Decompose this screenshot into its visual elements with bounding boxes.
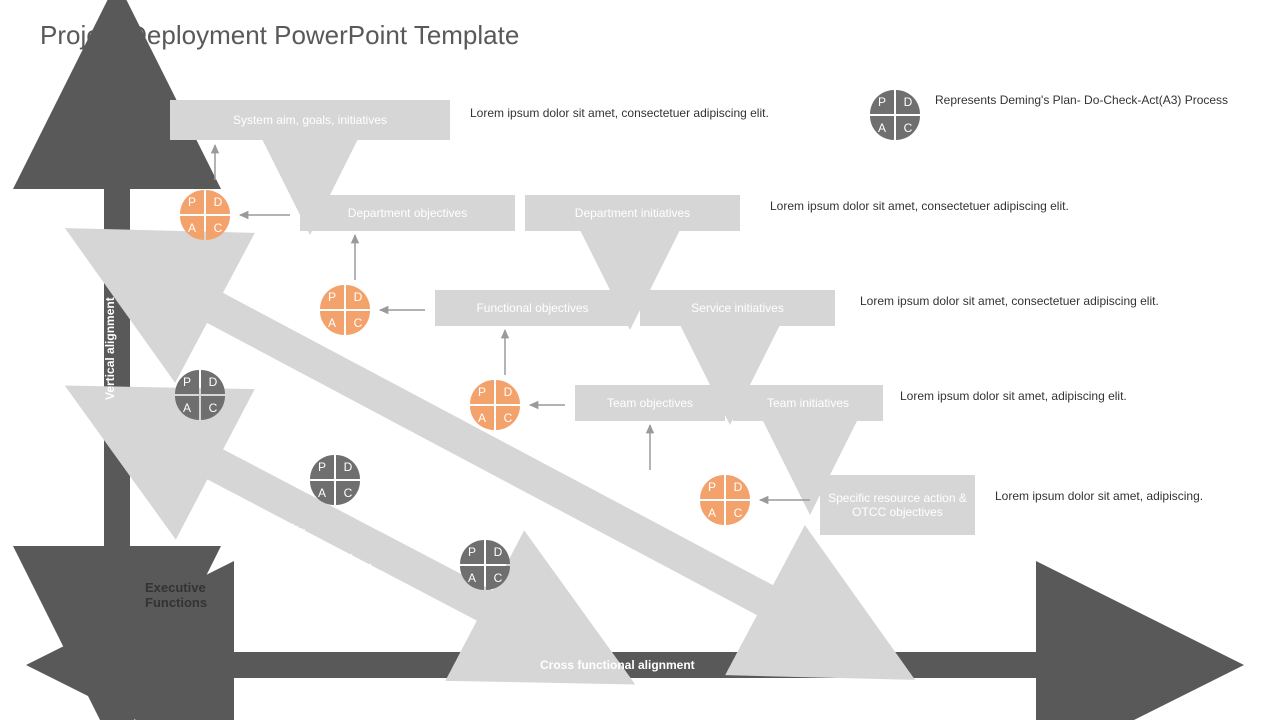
pdca-icon: PDAC [700, 475, 750, 525]
pdca-icon: PDAC [870, 90, 920, 140]
box-func-obj: Functional objectives [435, 290, 630, 326]
box-team-init: Team initiatives [733, 385, 883, 421]
vertical-axis-label: Vertical alignment [103, 297, 117, 400]
pdca-icon: PDAC [175, 370, 225, 420]
horizontal-axis-label: Cross functional alignment [540, 658, 695, 672]
desc-func: Lorem ipsum dolor sit amet, consectetuer… [860, 293, 1250, 309]
pdca-icon: PDAC [310, 455, 360, 505]
box-dept-obj: Department objectives [300, 195, 515, 231]
diagonal-label-1: What must be done [287, 521, 392, 585]
box-system: System aim, goals, initiatives [170, 100, 450, 140]
diagonal-label-0: How it will get done [377, 421, 482, 486]
pdca-icon: PDAC [470, 380, 520, 430]
box-dept-init: Department initiatives [525, 195, 740, 231]
page-title: Project Deployment PowerPoint Template [40, 20, 519, 51]
pdca-icon: PDAC [460, 540, 510, 590]
box-team-obj: Team objectives [575, 385, 725, 421]
pdca-icon: PDAC [320, 285, 370, 335]
legend-text: Represents Deming's Plan- Do-Check-Act(A… [935, 92, 1235, 108]
desc-resource: Lorem ipsum dolor sit amet, adipiscing. [995, 488, 1225, 504]
desc-dept: Lorem ipsum dolor sit amet, consectetuer… [770, 198, 1160, 214]
desc-team: Lorem ipsum dolor sit amet, adipiscing e… [900, 388, 1200, 404]
box-svc-init: Service initiatives [640, 290, 835, 326]
pdca-icon: PDAC [180, 190, 230, 240]
executive-functions-label: Executive Functions [145, 580, 245, 610]
box-resource: Specific resource action & OTCC objectiv… [820, 475, 975, 535]
desc-system: Lorem ipsum dolor sit amet, consectetuer… [470, 105, 800, 121]
